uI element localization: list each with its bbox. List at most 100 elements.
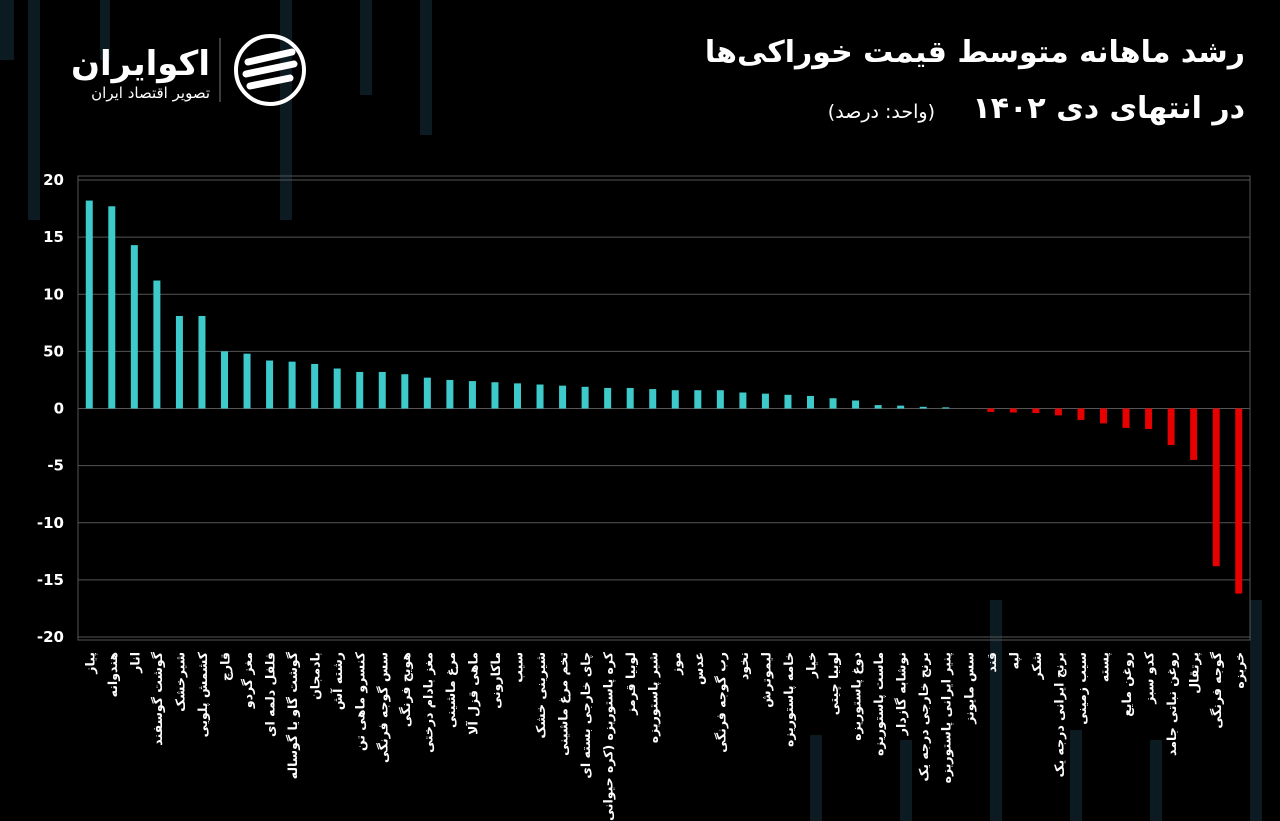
bar [491, 382, 499, 409]
bar [130, 245, 138, 409]
bar [987, 408, 995, 412]
y-tick-label: 0 [54, 400, 64, 418]
x-tick-label: کنسرو ماهی تن [353, 651, 368, 751]
y-tick-label: 20 [43, 171, 64, 189]
bar [897, 405, 905, 409]
y-tick-label: -20 [37, 628, 64, 646]
bar [919, 406, 927, 409]
bar [153, 280, 161, 409]
bar [1212, 408, 1220, 567]
x-tick-label: گوشت گاو یا گوساله [285, 651, 300, 779]
x-tick-label: عدس [691, 652, 706, 685]
x-tick-label: قند [984, 652, 999, 673]
x-tick-label: کره پاستوریزه (کره حیوانی) [601, 651, 616, 821]
x-tick-label: روغن نباتی جامد [1164, 652, 1179, 756]
y-tick-label: -15 [37, 571, 64, 589]
x-tick-label: نوشابه گازدار [894, 652, 909, 736]
bar [1145, 408, 1153, 430]
bar [243, 353, 251, 409]
bar [311, 363, 319, 409]
bar [671, 390, 679, 409]
x-tick-label: نخود [736, 652, 751, 680]
x-tick-label: بادمجان [308, 652, 323, 700]
bar [356, 371, 364, 409]
x-tick-label: تخم مرغ ماشینی [556, 652, 571, 756]
bar [288, 361, 296, 409]
x-tick-label: برنج خارجی درجه یک [916, 652, 931, 781]
bar [649, 389, 657, 409]
logo: اکوایران تصویر اقتصاد ایران [71, 34, 306, 106]
x-tick-label: پنیر ایرانی پاستوریزه [939, 652, 954, 783]
x-tick-label: رشته آش [330, 652, 345, 710]
bar [1122, 408, 1130, 428]
bar [1167, 408, 1175, 446]
bar [1077, 408, 1085, 420]
x-tick-label: شیرخشک [172, 652, 187, 712]
x-tick-label: چای خارجی بسته ای [578, 652, 593, 779]
x-tick-label: سس مایونز [961, 652, 976, 725]
x-tick-label: روغن مایع [1119, 652, 1134, 717]
bar [266, 360, 274, 409]
unit-note: (واحد: درصد) [828, 101, 935, 123]
bar [198, 315, 206, 409]
x-tick-label: لیموترش [758, 652, 773, 708]
bar [874, 405, 882, 409]
x-tick-label: خربزه [1232, 652, 1247, 689]
x-tick-label: ماست پاستوریزه [871, 652, 886, 756]
y-tick-label: 15 [43, 228, 64, 246]
bar [784, 394, 792, 409]
x-tick-label: مغز بادام درختی [420, 652, 436, 753]
bar [333, 368, 341, 409]
bar [85, 200, 93, 409]
chart-subtitle: در انتهای دی ۱۴۰۲ [973, 91, 1246, 126]
x-tick-label: خامه پاستوریزه [781, 652, 796, 747]
x-tick-label: شیر پاستوریزه [646, 652, 661, 743]
y-tick-label: 10 [43, 285, 64, 303]
x-tick-label: کدو سبز [1142, 651, 1157, 705]
bar [401, 374, 409, 409]
bar [852, 400, 860, 409]
bar [1009, 408, 1017, 413]
y-tick-label: 50 [43, 342, 64, 360]
bar [378, 371, 386, 409]
bar [716, 390, 724, 409]
bar [536, 384, 544, 409]
brand-tagline: تصویر اقتصاد ایران [91, 84, 210, 102]
x-tick-label: موز [668, 652, 683, 676]
bar [761, 393, 769, 409]
x-tick-label: انار [127, 652, 142, 674]
x-tick-label: فلفل دلمه ای [263, 652, 278, 737]
x-tick-label: مرغ ماشینی [443, 652, 458, 728]
x-tick-label: گوشت گوسفند [150, 651, 165, 745]
x-tick-label: خیار [804, 652, 819, 679]
x-tick-label: شیرینی خشک [533, 652, 548, 739]
bar [1054, 408, 1062, 416]
bar [807, 395, 814, 409]
x-tick-label: شکر [1029, 652, 1044, 680]
x-tick-label: سیب زمینی [1074, 652, 1089, 725]
x-tick-label: دوغ پاستوریزه [849, 652, 864, 741]
bar [221, 351, 228, 409]
bar [1190, 408, 1198, 460]
y-tick-label: -10 [37, 514, 64, 532]
bar [739, 392, 747, 409]
chart-title: رشد ماهانه متوسط قیمت خوراکی‌ها [705, 35, 1245, 70]
bar [1235, 408, 1243, 594]
x-tick-label: ماکارونی [488, 652, 503, 709]
bar [626, 387, 634, 409]
x-tick-label: مغز گردو [240, 652, 255, 709]
x-tick-label: هویج فرنگی [398, 652, 413, 727]
x-tick-label: پیاز [82, 652, 97, 675]
brand-name: اکوایران [71, 44, 210, 84]
bar [604, 387, 612, 409]
bar [829, 398, 837, 409]
bar [423, 377, 431, 409]
x-tick-label: پرتقال [1187, 652, 1202, 694]
x-tick-label: کشمش پلویی [195, 651, 210, 737]
y-tick-label: -5 [47, 457, 64, 475]
bar [175, 315, 183, 409]
bar [581, 386, 589, 409]
x-tick-label: لپه [1006, 652, 1021, 669]
x-tick-label: لوبیا قرمز [623, 652, 638, 716]
